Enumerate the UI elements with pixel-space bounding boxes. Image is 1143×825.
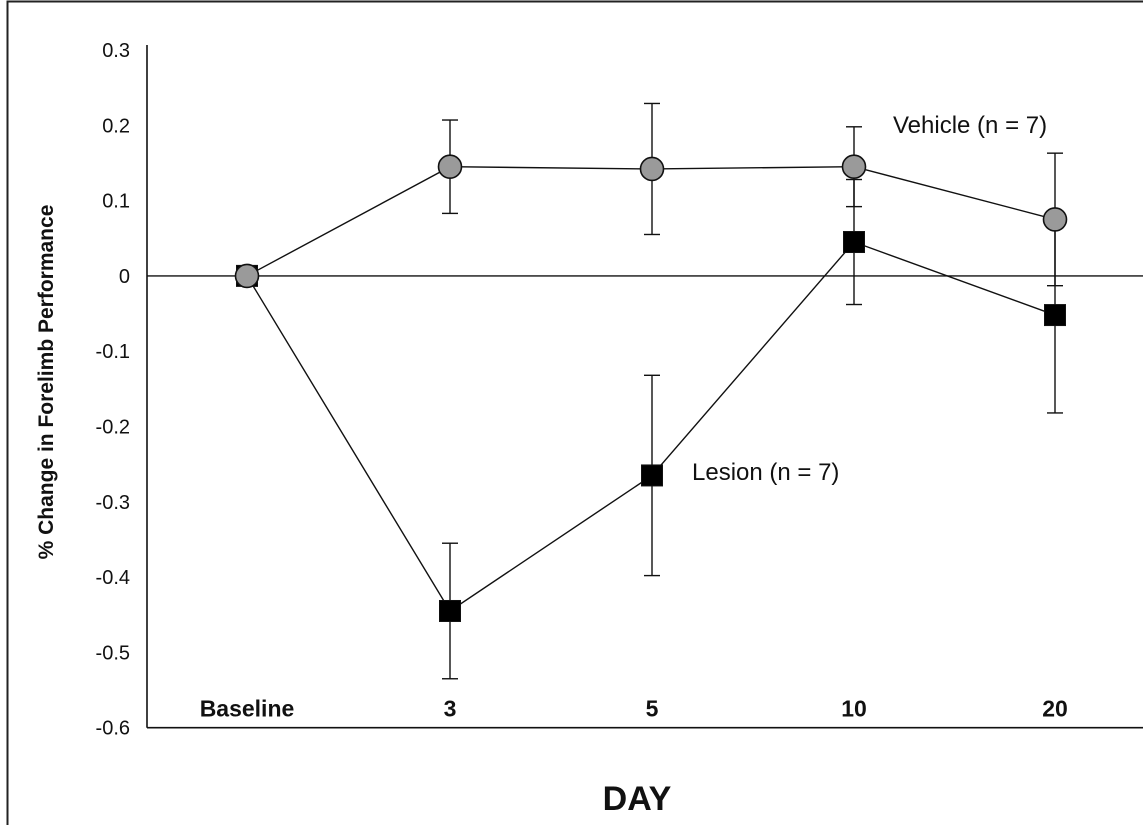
y-tick-label: 0 <box>119 266 130 288</box>
series-label-lesion: Lesion (n = 7) <box>692 459 839 486</box>
y-tick-label: -0.1 <box>96 341 130 363</box>
data-point-square <box>439 599 461 622</box>
label-layer: % Change in Forelimb Performance DAY Veh… <box>35 112 1047 818</box>
y-tick-label: 0.3 <box>102 40 130 62</box>
y-tick-label: -0.4 <box>96 567 130 589</box>
x-axis-label: DAY <box>603 780 672 818</box>
y-tick-label: -0.3 <box>96 492 130 514</box>
data-point-circle <box>437 154 463 180</box>
y-tick-label: 0.2 <box>102 115 130 137</box>
y-tick-label: -0.5 <box>96 642 130 664</box>
axes-layer: 0.3 0.2 0.1 0 -0.1 -0.2 -0.3 -0.4 -0.5 -0.6 Baseli… <box>96 40 1143 740</box>
marker-layer <box>234 154 1068 622</box>
series-line-layer <box>246 166 1056 612</box>
data-point-circle <box>639 156 665 182</box>
series-line <box>246 241 1056 612</box>
data-point-circle <box>841 154 867 180</box>
series-line <box>246 166 1056 277</box>
y-axis-label: % Change in Forelimb Performance <box>35 205 58 560</box>
x-tick-label: 3 <box>444 696 457 722</box>
series-label-vehicle: Vehicle (n = 7) <box>893 112 1047 139</box>
error-bar-layer <box>442 102 1063 680</box>
x-tick-label: 20 <box>1042 696 1068 722</box>
data-point-circle <box>234 263 260 289</box>
x-tick-label: 10 <box>841 696 867 722</box>
y-tick-label: -0.2 <box>96 417 130 439</box>
y-tick-label: 0.1 <box>102 191 130 213</box>
data-point-square <box>1044 304 1066 327</box>
data-point-circle <box>1042 207 1068 232</box>
data-point-square <box>641 464 663 487</box>
data-point-square <box>843 231 865 254</box>
chart-frame <box>6 0 1143 825</box>
x-tick-label: 5 <box>646 696 659 722</box>
x-tick-label: Baseline <box>200 696 295 722</box>
y-tick-label: -0.6 <box>96 718 130 740</box>
